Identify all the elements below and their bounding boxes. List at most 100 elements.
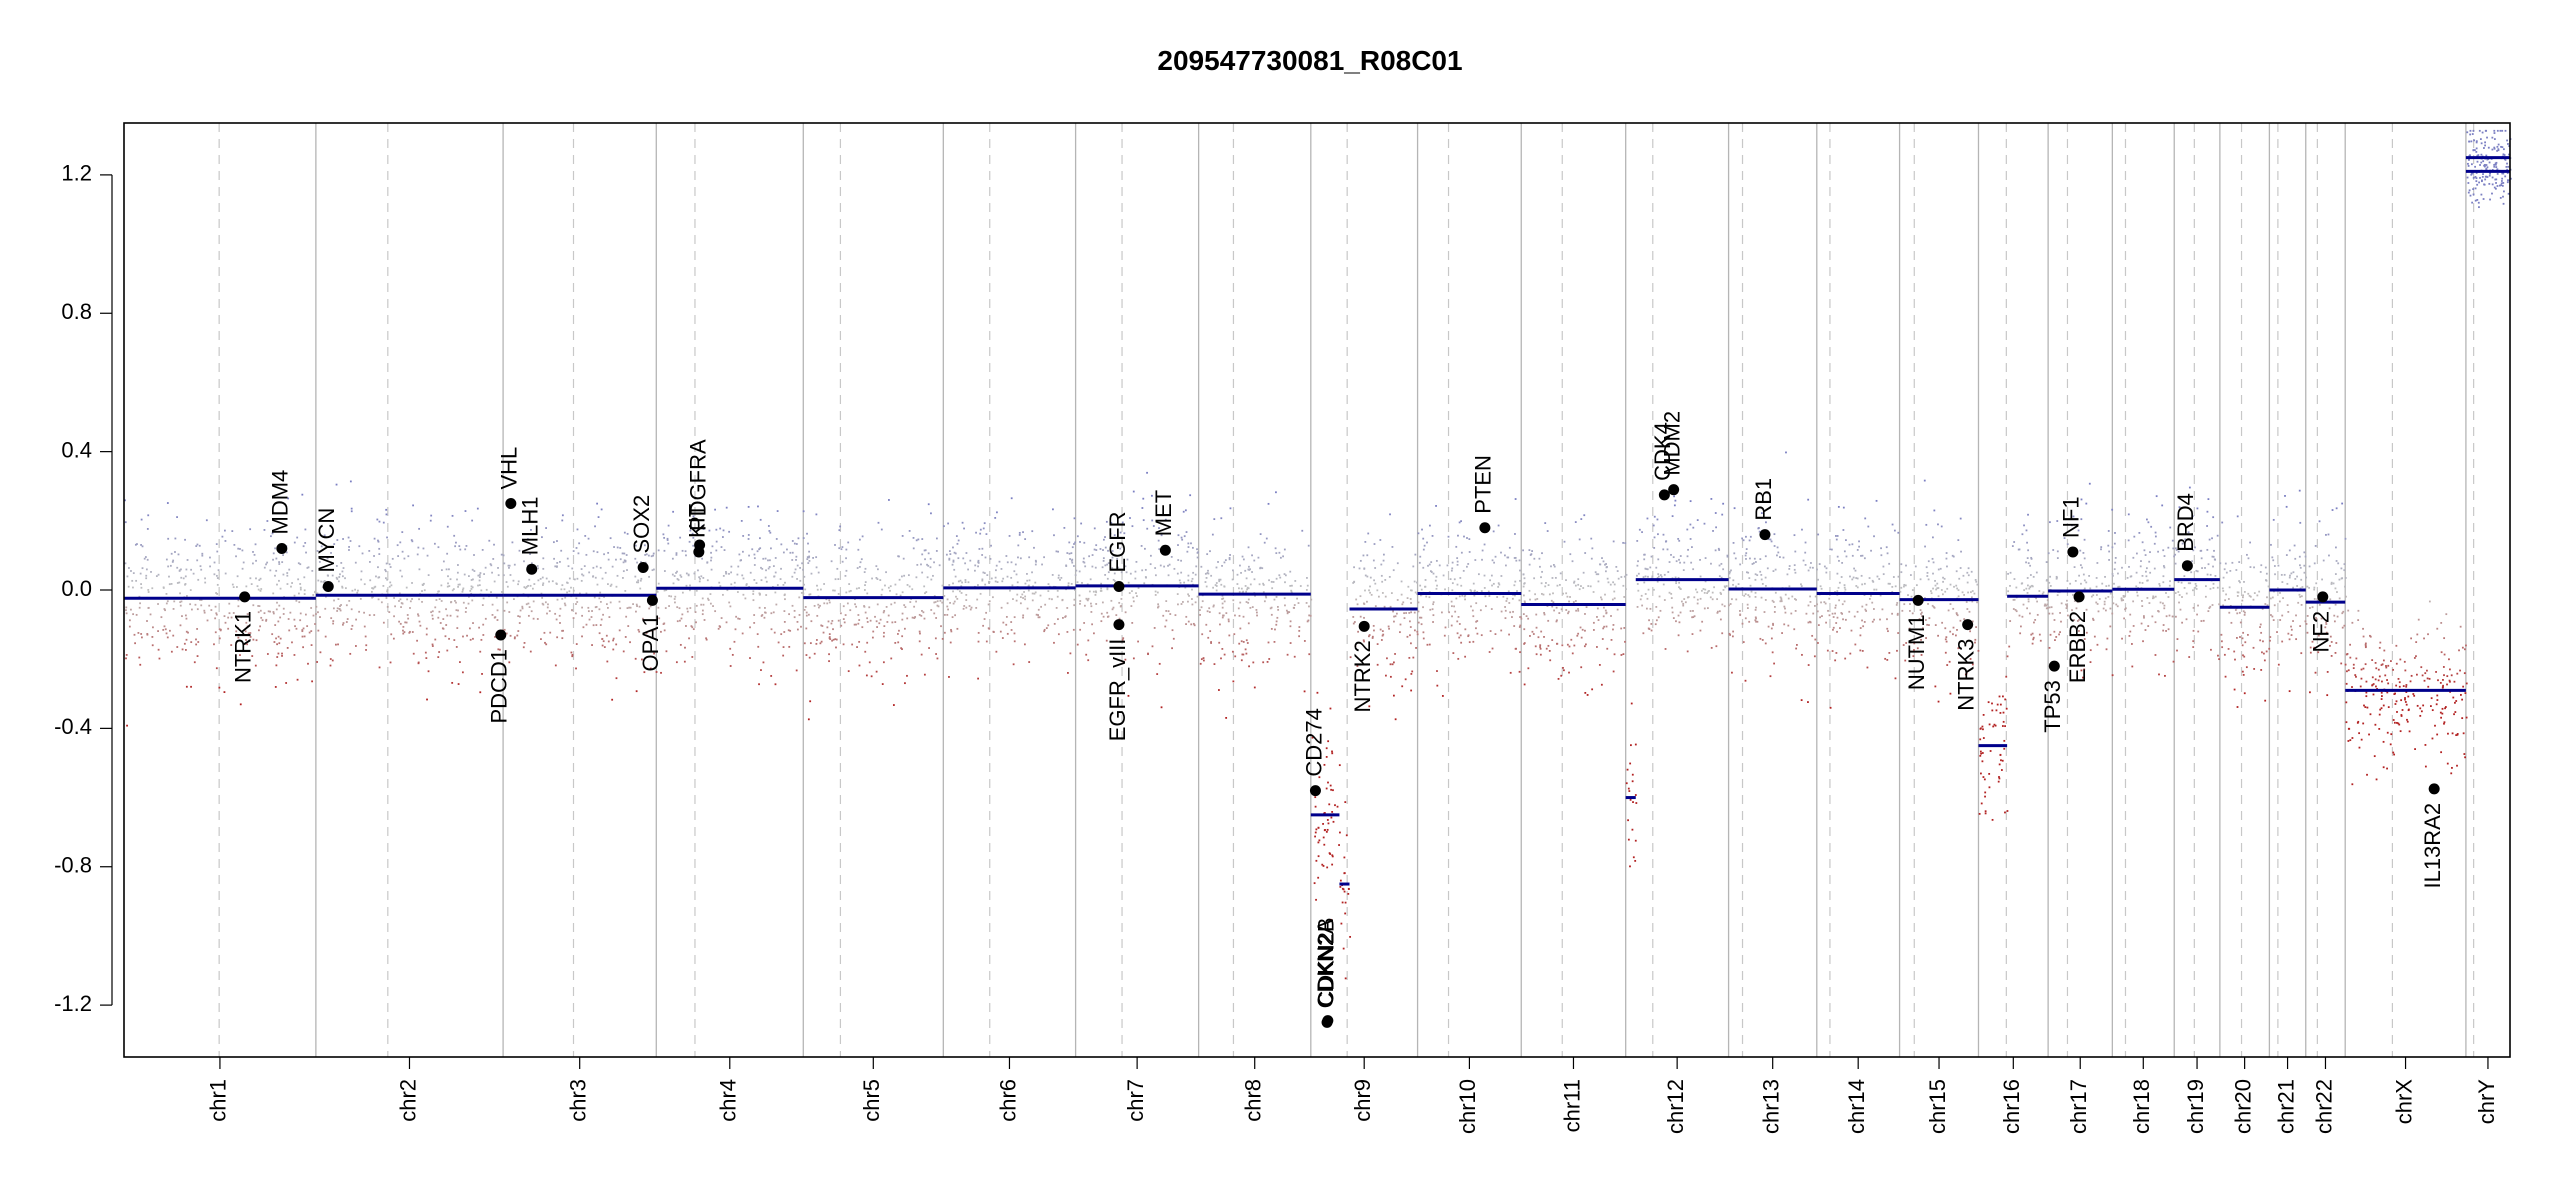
probe-point [1303, 640, 1306, 642]
probe-point [1939, 567, 1942, 570]
probe-point [1957, 647, 1960, 650]
probe-point [2133, 535, 2136, 538]
probe-point [1879, 594, 1882, 597]
probe-point [447, 575, 449, 578]
probe-point [2263, 659, 2266, 662]
probe-point [130, 608, 132, 611]
probe-point [992, 631, 995, 633]
probe-point [2056, 594, 2059, 597]
probe-point [858, 664, 861, 667]
probe-point [1341, 901, 1344, 904]
probe-point [793, 542, 796, 545]
probe-point [985, 640, 988, 643]
probe-point [857, 614, 860, 616]
probe-point [1283, 573, 1286, 575]
probe-point [1926, 623, 1929, 626]
probe-point [1022, 616, 1024, 619]
probe-point [1010, 576, 1013, 579]
probe-point [1169, 613, 1172, 615]
probe-point [1963, 618, 1966, 621]
probe-point [1631, 773, 1634, 776]
probe-point [644, 554, 647, 556]
probe-point [1998, 695, 2001, 698]
probe-point [157, 603, 159, 605]
probe-point [335, 576, 338, 579]
probe-point [128, 619, 131, 622]
probe-point [2025, 529, 2028, 532]
probe-point [718, 581, 721, 584]
probe-point [628, 606, 631, 609]
probe-point [1988, 723, 1991, 726]
probe-point [1091, 554, 1094, 556]
probe-point [1760, 512, 1763, 515]
probe-point [448, 637, 450, 640]
probe-point [1807, 569, 1810, 572]
probe-point [833, 589, 836, 592]
probe-point [511, 541, 514, 544]
probe-point [1240, 587, 1243, 590]
probe-point [1851, 554, 1854, 557]
probe-point [725, 571, 727, 573]
probe-point [1028, 556, 1031, 559]
probe-point [1472, 615, 1475, 618]
probe-point [1031, 599, 1034, 602]
probe-point [1061, 599, 1064, 602]
probe-point [303, 635, 306, 638]
probe-point [1649, 566, 1652, 569]
probe-point [709, 593, 712, 595]
probe-point [2265, 650, 2268, 653]
probe-point [974, 569, 976, 572]
probe-point [660, 671, 662, 674]
probe-point [1864, 517, 1867, 520]
probe-point [1057, 550, 1060, 553]
probe-point [960, 585, 963, 588]
probe-point [342, 622, 345, 624]
probe-point [1575, 609, 1578, 612]
probe-point [2398, 723, 2401, 726]
probe-point [805, 654, 808, 656]
probe-point [1005, 615, 1008, 618]
probe-point [1856, 577, 1859, 580]
probe-point [2188, 486, 2191, 489]
probe-point [2092, 619, 2095, 621]
probe-point [2078, 630, 2080, 632]
probe-point [344, 587, 347, 590]
probe-point [245, 639, 247, 641]
probe-point [2475, 140, 2478, 143]
probe-point [1331, 863, 1334, 866]
probe-point [1873, 588, 1876, 591]
probe-point [1132, 490, 1135, 493]
probe-point [1662, 548, 1665, 551]
probe-point [2434, 724, 2436, 727]
probe-point [1416, 633, 1419, 636]
probe-point [2482, 173, 2484, 176]
probe-point [2204, 585, 2207, 588]
probe-point [2335, 560, 2338, 562]
probe-point [2115, 603, 2118, 606]
probe-point [581, 573, 583, 576]
probe-point [2015, 610, 2018, 613]
probe-point [1253, 686, 1256, 689]
probe-point [975, 606, 978, 609]
probe-point [2187, 531, 2190, 534]
probe-point [1086, 599, 1089, 602]
probe-point [1540, 630, 1543, 633]
probe-point [2493, 163, 2496, 166]
probe-point [2385, 666, 2388, 669]
probe-point [895, 593, 898, 596]
probe-point [1677, 576, 1680, 579]
probe-point [249, 632, 252, 634]
probe-point [1218, 580, 1221, 583]
probe-point [2074, 580, 2077, 582]
probe-point [523, 560, 525, 563]
probe-point [1788, 585, 1791, 588]
probe-point [956, 627, 959, 630]
probe-point [2117, 572, 2119, 575]
probe-point [920, 563, 922, 566]
probe-point [1675, 560, 1678, 563]
probe-point [2340, 662, 2343, 665]
probe-point [1418, 561, 1421, 564]
probe-point [965, 599, 968, 601]
probe-point [2364, 645, 2367, 648]
probe-point [1650, 623, 1653, 625]
